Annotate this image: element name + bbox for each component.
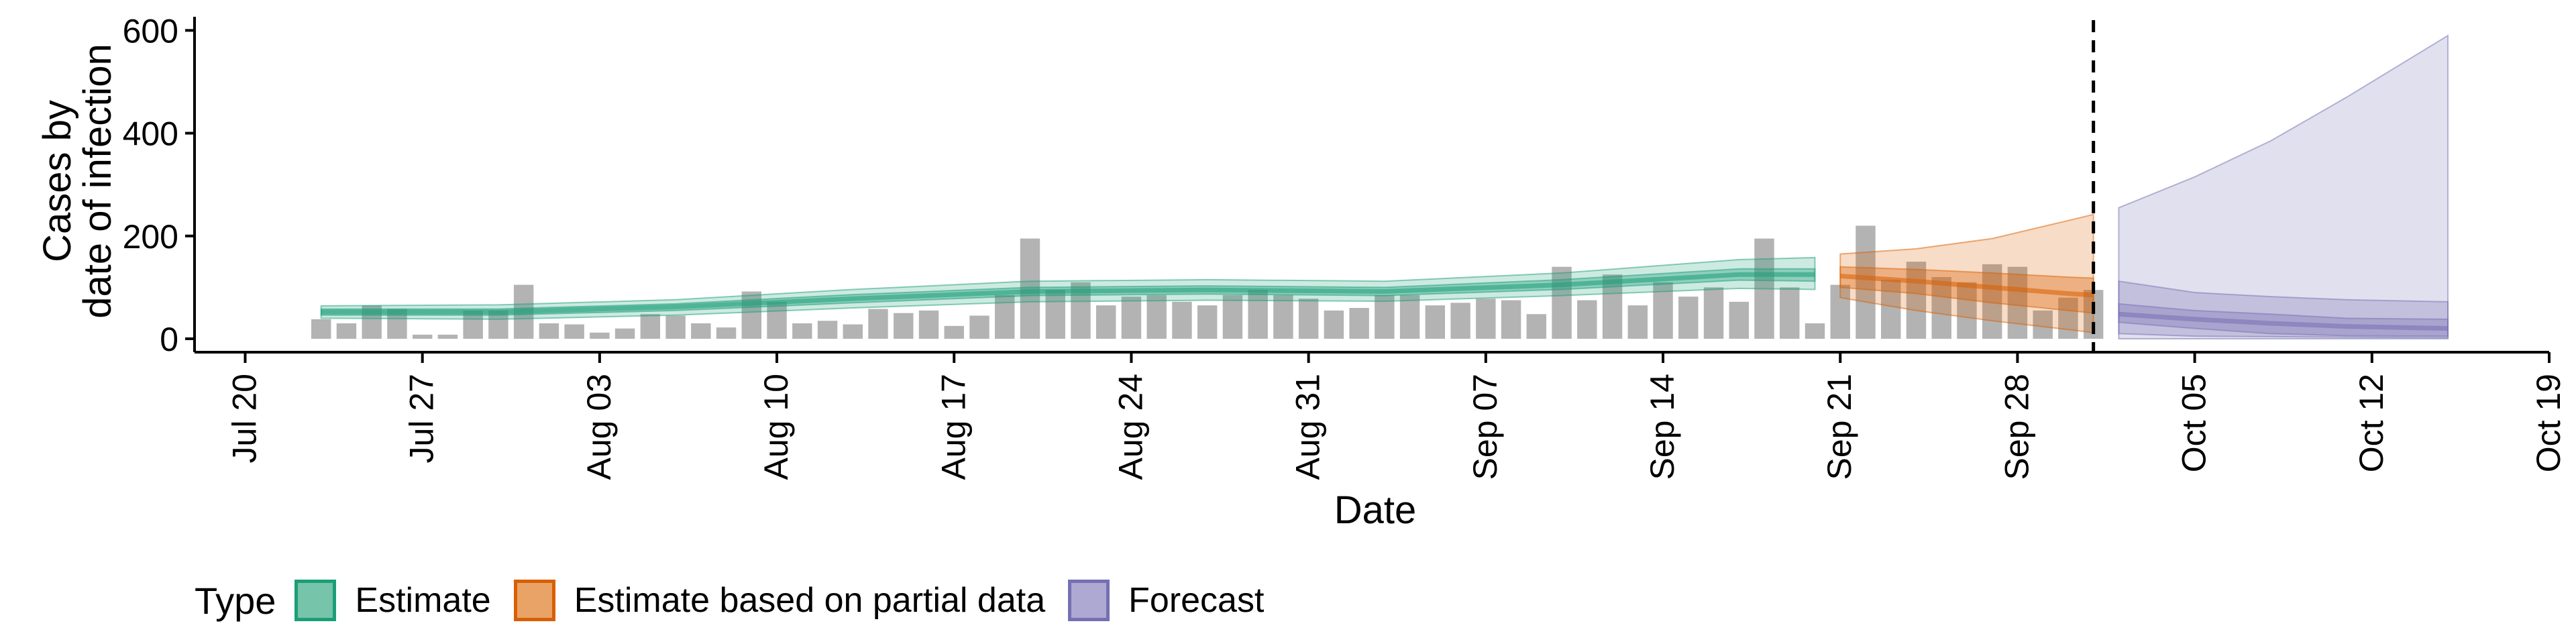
case-bar: [1678, 297, 1699, 339]
legend-title: Type: [195, 579, 276, 622]
y-axis-title-line-1: Cases by: [36, 100, 79, 262]
case-bar: [691, 323, 711, 339]
case-bar: [1957, 282, 1977, 339]
case-bar: [1425, 305, 1446, 339]
x-tick-label: Jul 27: [403, 374, 441, 463]
y-tick-label: 600: [123, 12, 178, 50]
case-bar: [1729, 301, 1749, 339]
case-bar: [792, 323, 812, 339]
case-bar: [1476, 299, 1496, 339]
case-bar: [1805, 323, 1825, 339]
forecast-mid-ribbon: [2118, 280, 2449, 339]
case-bar: [1526, 314, 1547, 339]
x-tick-label: Sep 21: [1821, 374, 1858, 480]
case-bar: [918, 310, 939, 339]
case-bar: [1906, 262, 1927, 339]
x-tick-label: Sep 14: [1644, 374, 1681, 480]
x-tick-label: Sep 28: [1998, 374, 2035, 480]
case-bar: [539, 323, 559, 339]
x-tick-label: Aug 17: [934, 374, 972, 480]
case-bar: [1045, 290, 1065, 339]
case-bar: [665, 315, 686, 339]
case-bar: [767, 301, 787, 339]
x-tick-label: Oct 19: [2530, 374, 2567, 472]
partial-median-line: [1839, 274, 2094, 298]
case-bar: [2033, 310, 2053, 339]
legend-item-estimate: Estimate: [294, 580, 491, 621]
legend-item-forecast: Forecast: [1068, 580, 1264, 621]
axes: 0 200 400 600 Jul 20 Jul 27 Aug 03 Aug 10 Aug 17…: [123, 12, 2567, 480]
case-bar: [1197, 305, 1218, 339]
case-bar: [1577, 300, 1597, 339]
y-tick-label: 0: [160, 321, 178, 358]
case-bar: [1450, 303, 1470, 339]
case-bar: [1172, 301, 1192, 339]
estimate-ribbons: [320, 34, 2449, 339]
x-axis-title: Date: [1334, 488, 1417, 532]
case-bar: [412, 334, 433, 339]
case-bar: [2007, 266, 2028, 339]
case-bar: [1248, 290, 1268, 339]
case-bar: [437, 334, 458, 339]
case-bar: [1020, 238, 1040, 339]
legend-swatch-partial: [513, 580, 555, 621]
case-bar: [336, 323, 357, 339]
x-tick-label: Aug 03: [580, 374, 618, 480]
case-bar: [1222, 294, 1243, 339]
case-bar: [590, 332, 610, 339]
case-bar: [564, 324, 584, 339]
case-bar: [640, 314, 661, 339]
case-bar: [1627, 305, 1648, 339]
x-tick-label: Jul 20: [225, 374, 263, 463]
legend-swatch-estimate: [294, 580, 337, 621]
forecast-outer-ribbon: [2118, 34, 2449, 339]
legend-label-estimate: Estimate: [355, 581, 491, 620]
case-bar: [1273, 294, 1293, 339]
case-bar: [817, 321, 838, 339]
x-tick-label: Aug 10: [757, 374, 795, 480]
case-bar: [894, 313, 914, 339]
case-bar: [614, 328, 635, 339]
case-bar: [1324, 310, 1344, 339]
legend: Type Estimate Estimate based on partial …: [195, 574, 1287, 627]
estimate-median-line: [321, 272, 1815, 315]
case-bar: [944, 325, 964, 339]
legend-item-partial: Estimate based on partial data: [513, 580, 1046, 621]
case-bar: [716, 327, 737, 339]
x-tick-label: Oct 05: [2176, 374, 2213, 472]
case-bar: [1703, 287, 1724, 339]
case-bar: [1780, 287, 1800, 339]
case-bar: [868, 309, 888, 339]
x-tick-label: Oct 12: [2353, 374, 2390, 472]
case-bar: [1298, 299, 1319, 339]
x-tick-label: Aug 31: [1289, 374, 1327, 480]
x-tick-label: Aug 24: [1112, 374, 1149, 480]
legend-swatch-forecast: [1068, 580, 1110, 621]
y-axis-title: Cases by date of infection: [36, 44, 119, 319]
y-tick-label: 200: [123, 218, 178, 256]
case-bar: [1375, 294, 1395, 339]
case-bar: [311, 319, 331, 339]
case-bar: [1602, 274, 1623, 339]
case-bar: [1880, 279, 1901, 339]
case-bar: [1121, 297, 1142, 339]
case-bar: [1856, 225, 1876, 339]
case-bar: [1146, 294, 1167, 339]
legend-label-forecast: Forecast: [1128, 581, 1265, 620]
x-tick-label: Sep 07: [1466, 374, 1504, 480]
y-tick-label: 400: [123, 115, 178, 153]
case-bar: [1349, 308, 1369, 339]
legend-label-partial: Estimate based on partial data: [574, 581, 1046, 620]
case-bar: [969, 315, 989, 339]
case-bar: [2058, 297, 2078, 339]
case-bar: [1399, 294, 1420, 339]
y-axis-title-line-2: date of infection: [76, 44, 119, 319]
case-bar: [1095, 305, 1116, 339]
forecast-median-line: [2118, 311, 2449, 331]
case-bar: [843, 324, 863, 339]
case-bar: [1931, 277, 1951, 339]
case-bar: [1501, 300, 1521, 339]
